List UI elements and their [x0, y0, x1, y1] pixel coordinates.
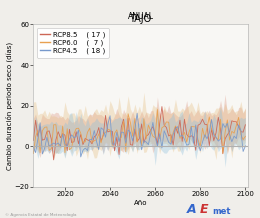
Legend: RCP8.5    ( 17 ), RCP6.0    (  7 ), RCP4.5    ( 18 ): RCP8.5 ( 17 ), RCP6.0 ( 7 ), RCP4.5 ( 18… [37, 28, 109, 58]
Text: met: met [212, 207, 230, 216]
Text: ANUAL: ANUAL [127, 12, 153, 21]
Text: E: E [200, 203, 209, 216]
Text: A: A [187, 203, 197, 216]
X-axis label: Año: Año [134, 200, 147, 206]
Y-axis label: Cambio duración periodo seco (días): Cambio duración periodo seco (días) [5, 42, 13, 170]
Text: © Agencia Estatal de Meteorología: © Agencia Estatal de Meteorología [5, 213, 77, 217]
Title: TAJO: TAJO [129, 14, 152, 24]
